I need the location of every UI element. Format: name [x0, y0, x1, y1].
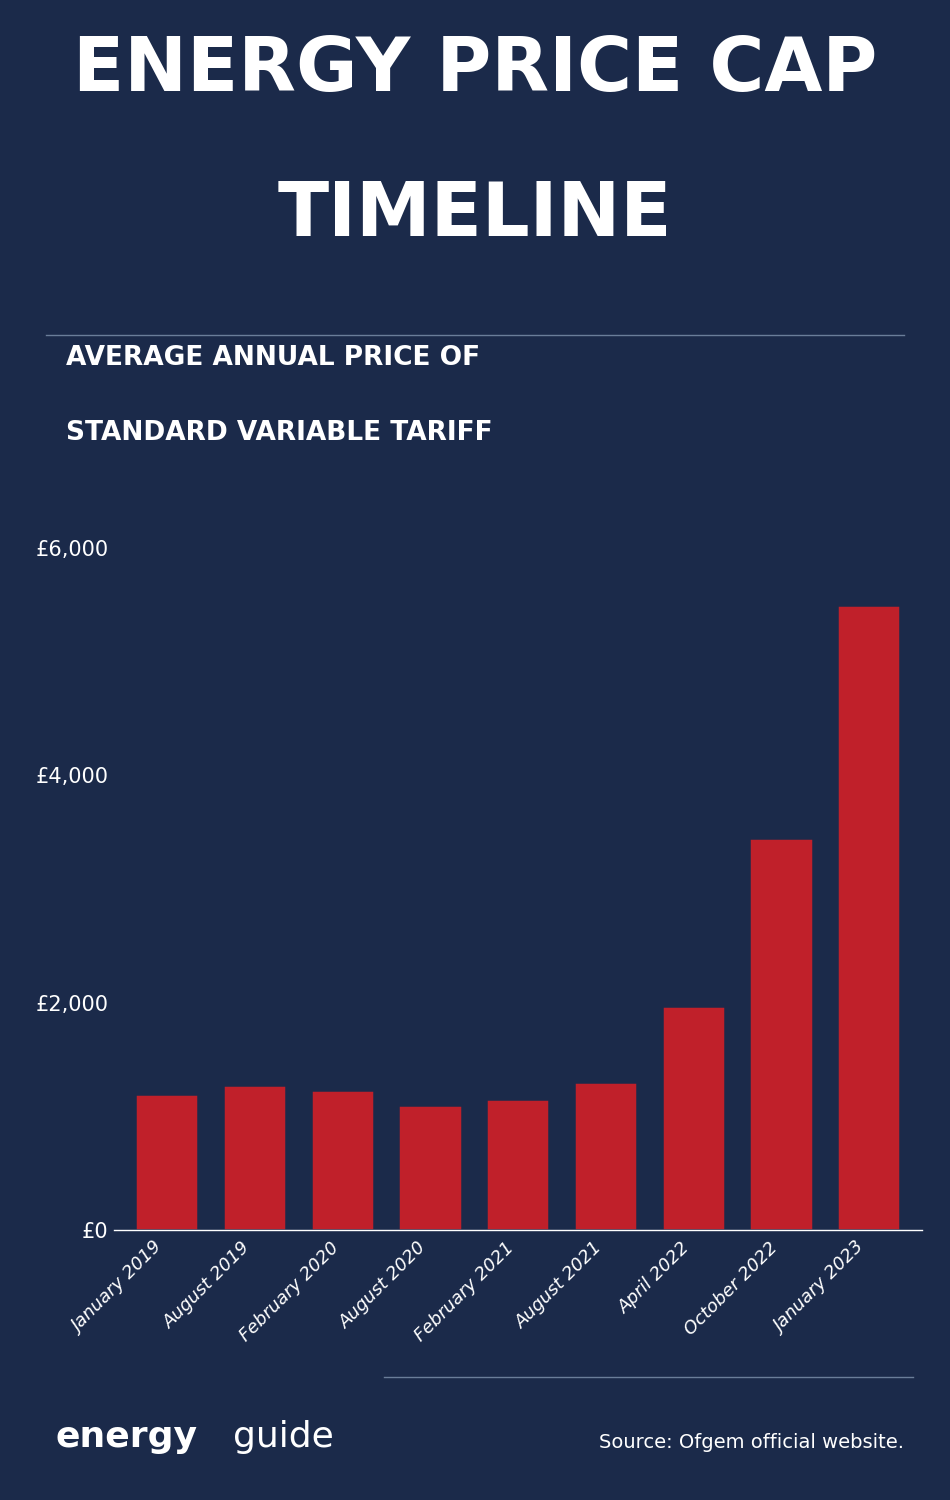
Text: TIMELINE: TIMELINE [277, 180, 673, 252]
Text: guide: guide [234, 1420, 334, 1454]
Bar [750, 839, 812, 1230]
Text: ENERGY PRICE CAP: ENERGY PRICE CAP [73, 34, 877, 108]
Bar [574, 1083, 637, 1230]
Text: energy: energy [55, 1420, 198, 1454]
Text: STANDARD VARIABLE TARIFF: STANDARD VARIABLE TARIFF [66, 420, 493, 446]
Bar [837, 604, 901, 1230]
Text: Source: Ofgem official website.: Source: Ofgem official website. [598, 1434, 903, 1452]
Bar [662, 1007, 725, 1230]
Text: AVERAGE ANNUAL PRICE OF: AVERAGE ANNUAL PRICE OF [66, 345, 481, 370]
Bar [486, 1100, 549, 1230]
Bar [223, 1084, 286, 1230]
Bar [398, 1106, 462, 1230]
Bar [311, 1090, 373, 1230]
Bar [135, 1094, 199, 1230]
